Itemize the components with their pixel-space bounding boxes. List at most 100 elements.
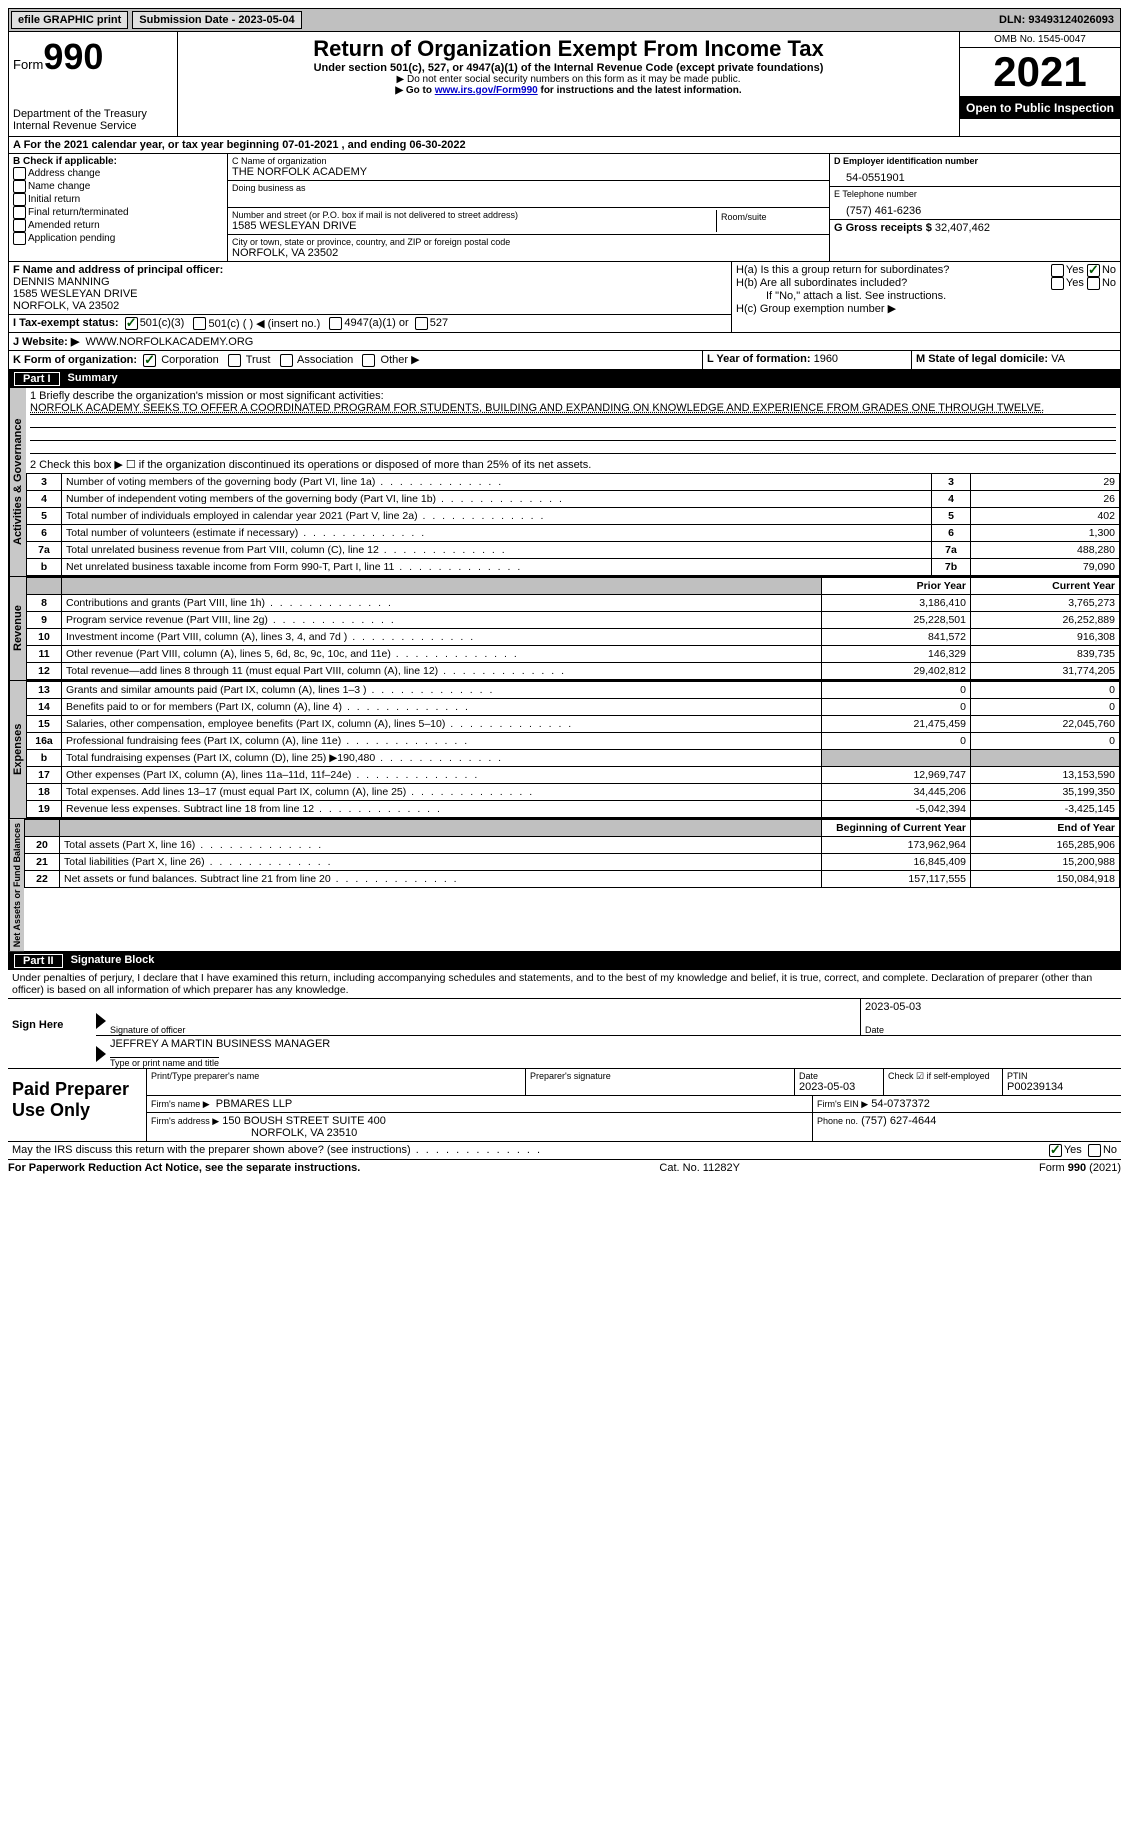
prior-val: 0	[822, 681, 971, 698]
footer-mid: Cat. No. 11282Y	[659, 1162, 740, 1174]
tax-year: 2021	[960, 48, 1120, 97]
q2: 2 Check this box ▶ ☐ if the organization…	[26, 456, 1120, 473]
col-header: Prior Year	[822, 577, 971, 594]
line-box: 5	[932, 507, 971, 524]
line-val: 402	[971, 507, 1120, 524]
line-box: 7a	[932, 541, 971, 558]
check-final-return[interactable]	[13, 206, 26, 219]
line-m: M State of legal domicile: VA	[911, 351, 1120, 369]
line-desc: Total expenses. Add lines 13–17 (must eq…	[62, 783, 822, 800]
current-val: 0	[971, 698, 1120, 715]
col-f: F Name and address of principal officer:…	[9, 262, 732, 332]
firm-addr2: NORFOLK, VA 23510	[151, 1127, 357, 1139]
hc-label: H(c) Group exemption number ▶	[736, 302, 1116, 315]
sig-arrow-icon	[96, 1013, 106, 1029]
check-4947[interactable]	[329, 317, 342, 330]
sign-here-block: Sign Here Signature of officer 2023-05-0…	[8, 999, 1121, 1069]
firm-phone: (757) 627-4644	[861, 1115, 936, 1127]
line-num: 4	[27, 490, 62, 507]
line-num: 18	[27, 783, 62, 800]
check-501c[interactable]	[193, 317, 206, 330]
ha-label: H(a) Is this a group return for subordin…	[736, 264, 1051, 277]
k-trust[interactable]	[228, 354, 241, 367]
officer-addr1: 1585 WESLEYAN DRIVE	[13, 288, 138, 300]
ein-value: 54-0551901	[834, 166, 1116, 184]
line-num: b	[27, 558, 62, 575]
form-number: 990	[43, 36, 103, 77]
form-subtitle: Under section 501(c), 527, or 4947(a)(1)…	[182, 62, 955, 74]
line-desc: Other revenue (Part VIII, column (A), li…	[62, 645, 822, 662]
website: WWW.NORFOLKACADEMY.ORG	[85, 336, 253, 348]
current-val: 26,252,889	[971, 611, 1120, 628]
k-corp[interactable]	[143, 354, 156, 367]
hb-yes[interactable]	[1051, 277, 1064, 290]
k-assoc[interactable]	[280, 354, 293, 367]
col-deg: D Employer identification number 54-0551…	[829, 154, 1120, 261]
org-info-block: B Check if applicable: Address change Na…	[8, 154, 1121, 262]
firm-ein-label: Firm's EIN ▶	[817, 1099, 868, 1109]
check-501c3[interactable]	[125, 317, 138, 330]
irs-link[interactable]: www.irs.gov/Form990	[435, 85, 538, 96]
ha-no[interactable]	[1087, 264, 1100, 277]
topbar: efile GRAPHIC print Submission Date - 20…	[8, 8, 1121, 32]
line-desc: Professional fundraising fees (Part IX, …	[62, 732, 822, 749]
ptin-val: P00239134	[1007, 1081, 1117, 1093]
firm-name-label: Firm's name ▶	[151, 1099, 210, 1109]
dln-label: DLN: 93493124026093	[993, 12, 1120, 28]
check-name-change[interactable]	[13, 180, 26, 193]
discuss-no[interactable]	[1088, 1144, 1101, 1157]
check-527[interactable]	[415, 317, 428, 330]
prior-val: 146,329	[822, 645, 971, 662]
prior-val: 0	[822, 698, 971, 715]
officer-print-name: JEFFREY A MARTIN BUSINESS MANAGER	[110, 1038, 330, 1050]
prior-val	[822, 749, 971, 766]
line-desc: Number of voting members of the governin…	[62, 473, 932, 490]
paid-preparer-block: Paid Preparer Use Only Print/Type prepar…	[8, 1069, 1121, 1142]
line-num: 20	[25, 836, 60, 853]
officer-name: DENNIS MANNING	[13, 276, 110, 288]
current-val: 3,765,273	[971, 594, 1120, 611]
check-address-change[interactable]	[13, 167, 26, 180]
table-exp: 13 Grants and similar amounts paid (Part…	[26, 681, 1120, 818]
prior-val: 29,402,812	[822, 662, 971, 679]
k-other[interactable]	[362, 354, 375, 367]
prior-val: 173,962,964	[822, 836, 971, 853]
check-initial-return[interactable]	[13, 193, 26, 206]
line-num: 12	[27, 662, 62, 679]
d-label: D Employer identification number	[834, 156, 1116, 166]
line-j: J Website: ▶ WWW.NORFOLKACADEMY.ORG	[8, 333, 1121, 351]
line-desc: Salaries, other compensation, employee b…	[62, 715, 822, 732]
check-amended[interactable]	[13, 219, 26, 232]
note-link: ▶ Go to www.irs.gov/Form990 for instruct…	[182, 85, 955, 96]
part1-header: Part I Summary	[8, 370, 1121, 388]
b-label: B Check if applicable:	[13, 156, 223, 167]
klm-row: K Form of organization: Corporation Trus…	[8, 351, 1121, 370]
line-num: 11	[27, 645, 62, 662]
note-ssn: ▶ Do not enter social security numbers o…	[182, 74, 955, 85]
line-num: 7a	[27, 541, 62, 558]
type-name-label: Type or print name and title	[110, 1057, 219, 1068]
prior-val: 3,186,410	[822, 594, 971, 611]
f-label: F Name and address of principal officer:	[13, 264, 223, 276]
efile-button[interactable]: efile GRAPHIC print	[11, 11, 128, 29]
current-val: -3,425,145	[971, 800, 1120, 817]
line-num: 14	[27, 698, 62, 715]
hb-no[interactable]	[1087, 277, 1100, 290]
current-val: 0	[971, 732, 1120, 749]
check-app-pending[interactable]	[13, 232, 26, 245]
ha-yes[interactable]	[1051, 264, 1064, 277]
line-num: 22	[25, 870, 60, 887]
line-val: 26	[971, 490, 1120, 507]
pt-date: 2023-05-03	[799, 1081, 879, 1093]
hb-note: If "No," attach a list. See instructions…	[736, 290, 1116, 302]
sig-arrow-icon-2	[96, 1046, 106, 1062]
discuss-yes[interactable]	[1049, 1144, 1062, 1157]
phone-value: (757) 461-6236	[834, 199, 1116, 217]
footer-right: Form 990 (2021)	[1039, 1162, 1121, 1174]
current-val: 165,285,906	[971, 836, 1120, 853]
line-desc: Revenue less expenses. Subtract line 18 …	[62, 800, 822, 817]
line-k: K Form of organization: Corporation Trus…	[9, 351, 702, 369]
part1-exp: Expenses 13 Grants and similar amounts p…	[8, 681, 1121, 819]
col-header: Beginning of Current Year	[822, 819, 971, 836]
line-val: 488,280	[971, 541, 1120, 558]
